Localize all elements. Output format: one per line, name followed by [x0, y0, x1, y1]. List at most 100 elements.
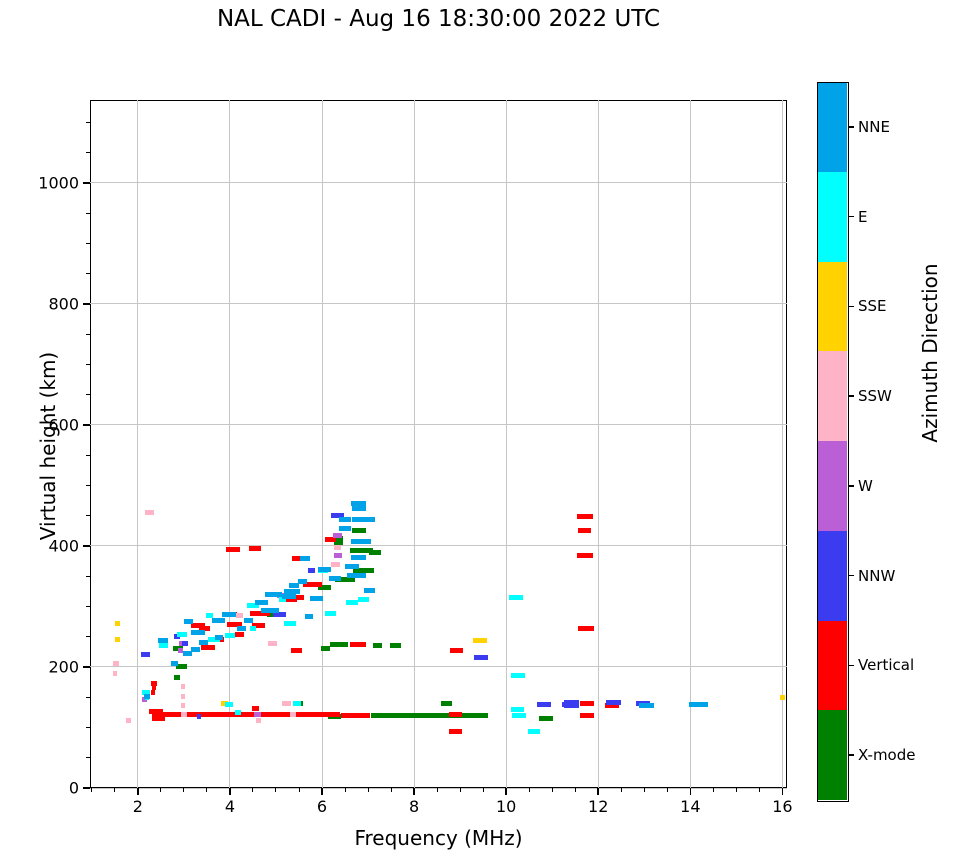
- y-gridline: [90, 545, 787, 547]
- data-point-nne: [351, 505, 366, 511]
- x-gridline: [689, 100, 691, 788]
- data-point-vertical: [200, 645, 215, 651]
- x-minor-tick: [643, 788, 645, 792]
- data-point-ssw: [268, 641, 278, 647]
- data-point-vertical: [290, 647, 303, 653]
- data-point-nne: [182, 650, 192, 656]
- data-point-w: [178, 647, 183, 653]
- data-point-vertical: [226, 621, 243, 627]
- data-point-vertical: [151, 711, 341, 717]
- colorbar-title: Azimuth Direction: [918, 263, 942, 443]
- x-minor-tick: [459, 788, 461, 792]
- data-point-vertical: [198, 626, 211, 632]
- data-point-ssw: [113, 660, 119, 666]
- data-point-x-mode: [539, 715, 554, 721]
- data-point-e: [357, 597, 370, 603]
- colorbar-segment-vertical: [817, 620, 847, 711]
- data-point-x-mode: [349, 548, 373, 554]
- x-tick-label: 4: [224, 797, 236, 816]
- x-gridline: [229, 100, 231, 788]
- x-major-tick: [137, 788, 139, 795]
- x-minor-tick: [183, 788, 185, 792]
- data-point-vertical: [303, 581, 323, 587]
- data-point-vertical: [448, 729, 463, 735]
- y-gridline: [90, 787, 787, 789]
- y-major-tick: [83, 545, 90, 547]
- y-minor-tick: [86, 515, 90, 517]
- data-point-nne: [214, 635, 224, 641]
- data-point-x-mode: [320, 645, 330, 651]
- data-point-x-mode: [333, 536, 343, 542]
- x-major-tick: [689, 788, 692, 795]
- data-point-e: [511, 707, 525, 713]
- colorbar-segment-nne: [817, 82, 847, 172]
- colorbar-label-vertical: Vertical: [858, 656, 915, 675]
- data-point-e: [528, 729, 540, 735]
- y-minor-tick: [86, 242, 90, 244]
- x-gridline: [505, 100, 507, 788]
- data-point-vertical: [234, 632, 244, 638]
- data-point-nne: [254, 599, 268, 605]
- data-point-e: [279, 596, 287, 602]
- y-major-tick: [83, 424, 90, 426]
- data-point-nnw: [537, 701, 551, 707]
- data-point-vertical: [226, 547, 241, 553]
- data-point-e: [249, 626, 257, 632]
- data-point-w: [332, 532, 342, 538]
- x-minor-tick: [114, 788, 116, 792]
- y-gridline: [90, 182, 787, 184]
- data-point-sse: [220, 700, 229, 706]
- x-minor-tick: [666, 788, 668, 792]
- data-point-nnw: [273, 612, 287, 618]
- data-point-nnw: [307, 567, 316, 573]
- colorbar-label-ssw: SSW: [858, 387, 892, 406]
- data-point-ssw: [180, 703, 186, 709]
- data-point-vertical: [251, 705, 259, 711]
- data-point-vertical: [579, 701, 594, 707]
- y-minor-tick: [86, 726, 90, 728]
- data-point-vertical: [577, 513, 594, 519]
- data-point-nne: [364, 588, 375, 594]
- data-point-e: [208, 637, 220, 643]
- data-point-e: [509, 595, 524, 601]
- x-tick-label: 16: [772, 797, 793, 816]
- x-minor-tick: [551, 788, 553, 792]
- x-minor-tick: [482, 788, 484, 792]
- data-point-e: [324, 611, 337, 617]
- y-minor-tick: [86, 605, 90, 607]
- data-point-nnw: [564, 702, 579, 708]
- data-point-nne: [345, 564, 359, 570]
- data-point-nne: [264, 591, 283, 597]
- data-point-w: [142, 696, 148, 702]
- data-point-e: [284, 620, 296, 626]
- y-minor-tick: [86, 454, 90, 456]
- data-point-nne: [346, 572, 367, 578]
- colorbar-segment-ssw: [817, 351, 847, 441]
- data-point-e: [205, 613, 213, 619]
- x-gridline: [781, 100, 783, 788]
- x-major-tick: [229, 788, 231, 795]
- data-point-nnw: [196, 714, 202, 720]
- data-point-ssw: [180, 693, 186, 699]
- colorbar-segment-sse: [817, 261, 847, 352]
- data-point-vertical: [577, 625, 594, 631]
- x-minor-tick: [620, 788, 622, 792]
- data-point-ssw: [281, 700, 291, 706]
- colorbar-segment-x-mode: [817, 710, 847, 800]
- data-point-nnw: [473, 655, 488, 661]
- data-point-vertical: [577, 553, 594, 559]
- data-point-sse: [779, 694, 786, 700]
- y-minor-tick: [86, 696, 90, 698]
- data-point-nne: [338, 525, 352, 531]
- data-point-ssw: [331, 561, 341, 567]
- data-point-nne: [190, 629, 205, 635]
- x-minor-tick: [298, 788, 300, 792]
- data-point-nne: [351, 517, 375, 523]
- colorbar-label-nne: NNE: [858, 117, 890, 136]
- y-axis-label: Virtual height (km): [36, 351, 60, 541]
- data-point-e: [225, 633, 235, 638]
- x-major-tick: [413, 788, 415, 795]
- data-point-vertical: [450, 647, 464, 653]
- chart-title: NAL CADI - Aug 16 18:30:00 2022 UTC: [216, 6, 661, 32]
